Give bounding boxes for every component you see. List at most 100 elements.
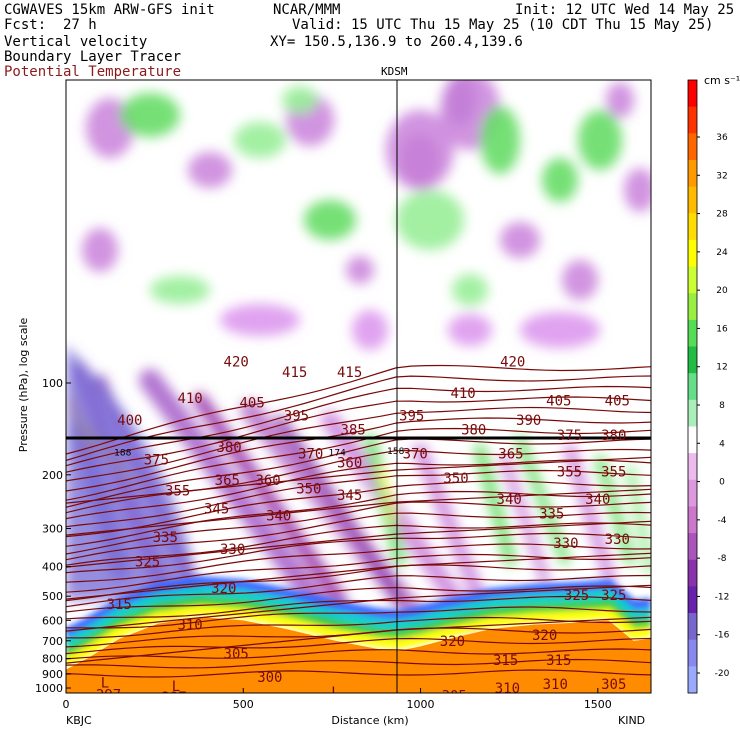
theta-contour-line — [66, 469, 651, 528]
theta-label: 415 — [337, 365, 362, 381]
right-end-label: KIND — [618, 714, 645, 727]
colorbar-swatch — [688, 266, 697, 294]
theta-contour-line — [66, 532, 651, 574]
theta-label: 365 — [498, 446, 523, 462]
left-end-label: KBJC — [66, 714, 92, 727]
plot-frame — [65, 79, 652, 694]
y-axis-title: Pressure (hPa), log scale — [17, 318, 30, 453]
theta-contour-line — [66, 522, 651, 566]
colorbar-label: -12 — [715, 592, 730, 602]
colorbar-label: 24 — [716, 248, 728, 258]
org-label: NCAR/MMM — [273, 2, 341, 18]
theta-contour-line — [66, 595, 651, 620]
theta-contour-line — [66, 448, 651, 514]
colorbar-swatch — [688, 426, 697, 454]
theta-contour-line — [66, 417, 651, 492]
colorbar-swatch — [688, 479, 697, 507]
theta-label: 297 — [161, 690, 186, 706]
velocity-streak — [515, 435, 570, 565]
low-marker: L — [331, 685, 339, 701]
theta-label: 295 — [323, 695, 348, 711]
theta-label: 340 — [585, 492, 610, 508]
y-tick-label: 1000 — [35, 682, 63, 695]
bl-tracer-band — [66, 585, 651, 648]
theta-contour-line — [66, 488, 651, 536]
x-axis-title: Distance (km) — [331, 714, 408, 727]
theta-contour-line — [66, 456, 651, 504]
colorbar-swatch — [688, 80, 697, 108]
theta-contour-line — [66, 669, 651, 678]
xy-coordinates: XY= 150.5,136.9 to 260.4,139.6 — [270, 34, 523, 50]
bl-tracer-band — [66, 595, 651, 658]
theta-label: 335 — [153, 530, 178, 546]
velocity-streak — [595, 455, 635, 565]
theta-label: 325 — [564, 588, 589, 604]
theta-label: 360 — [255, 473, 280, 489]
theta-contour-line — [66, 543, 651, 583]
theta-label: 315 — [107, 597, 132, 613]
velocity-blob — [480, 106, 520, 174]
theta-label: 320 — [211, 581, 236, 597]
field-vertical-velocity: Vertical velocity — [4, 34, 148, 50]
y-tick-label: 600 — [42, 614, 63, 627]
theta-label: 345 — [204, 502, 229, 518]
theta-label: 405 — [239, 396, 264, 412]
theta-label: 315 — [493, 653, 518, 669]
theta-label: 370 — [403, 446, 428, 462]
theta-contour-line — [66, 511, 651, 561]
theta-label: 340 — [266, 509, 291, 525]
colorbar-swatch — [688, 559, 697, 587]
init-time: Init: 12 UTC Wed 14 May 25 — [515, 2, 735, 18]
theta-label: 380 — [461, 422, 486, 438]
velocity-streak — [321, 411, 479, 629]
theta-label: 297 — [96, 687, 121, 703]
theta-contour-line — [66, 637, 651, 655]
plot-area: 420 415 415 410 405 395 385 400 380 375 370 360 365 3… — [66, 80, 651, 711]
theta-label: 405 — [546, 393, 571, 409]
theta-label: 315 — [546, 653, 571, 669]
fcst-label: Fcst: — [4, 17, 47, 33]
theta-label: 355 — [165, 483, 190, 499]
theta-label: 345 — [337, 488, 362, 504]
y-tick-label: 300 — [42, 523, 63, 536]
colorbar-label: 12 — [716, 363, 727, 373]
theta-label: 375 — [144, 452, 169, 468]
theta-label: 355 — [557, 464, 582, 480]
velocity-blob — [542, 158, 578, 202]
velocity-blob — [220, 304, 300, 336]
x-axis: 0 500 1000 1500 — [63, 688, 612, 711]
y-tick-label: 200 — [42, 469, 63, 482]
tropopause-label: 188 — [114, 449, 131, 459]
theta-label: 415 — [282, 365, 307, 381]
colorbar-swatch — [688, 319, 697, 348]
theta-contours — [66, 364, 651, 678]
velocity-blob — [500, 222, 540, 258]
colorbar-swatch — [688, 293, 697, 321]
theta-contour-line — [66, 585, 651, 613]
velocity-streak — [377, 467, 398, 523]
theta-label: 350 — [443, 471, 468, 487]
field-potential-temperature: Potential Temperature — [4, 64, 182, 80]
theta-label: 410 — [450, 386, 475, 402]
velocity-blob — [624, 168, 651, 212]
theta-contour-line — [66, 658, 651, 669]
colorbar-swatch — [688, 106, 697, 134]
colorbar-label: 36 — [716, 133, 728, 143]
theta-label: 300 — [257, 670, 282, 686]
station-marker-label: KDSM — [381, 65, 408, 78]
theta-label: 330 — [220, 542, 245, 558]
theta-contour-line — [66, 490, 651, 547]
theta-label: 310 — [177, 618, 202, 634]
theta-label: 410 — [177, 391, 202, 407]
theta-label: 310 — [543, 677, 568, 693]
theta-label: 390 — [516, 413, 541, 429]
velocity-blob — [386, 110, 454, 190]
colorbar-frame — [687, 79, 698, 694]
theta-contour-line — [66, 616, 651, 639]
theta-label: 365 — [215, 473, 240, 489]
theta-label: 380 — [216, 440, 241, 456]
theta-label: 400 — [117, 413, 142, 429]
theta-label: 305 — [442, 689, 467, 705]
velocity-blob — [346, 256, 374, 284]
